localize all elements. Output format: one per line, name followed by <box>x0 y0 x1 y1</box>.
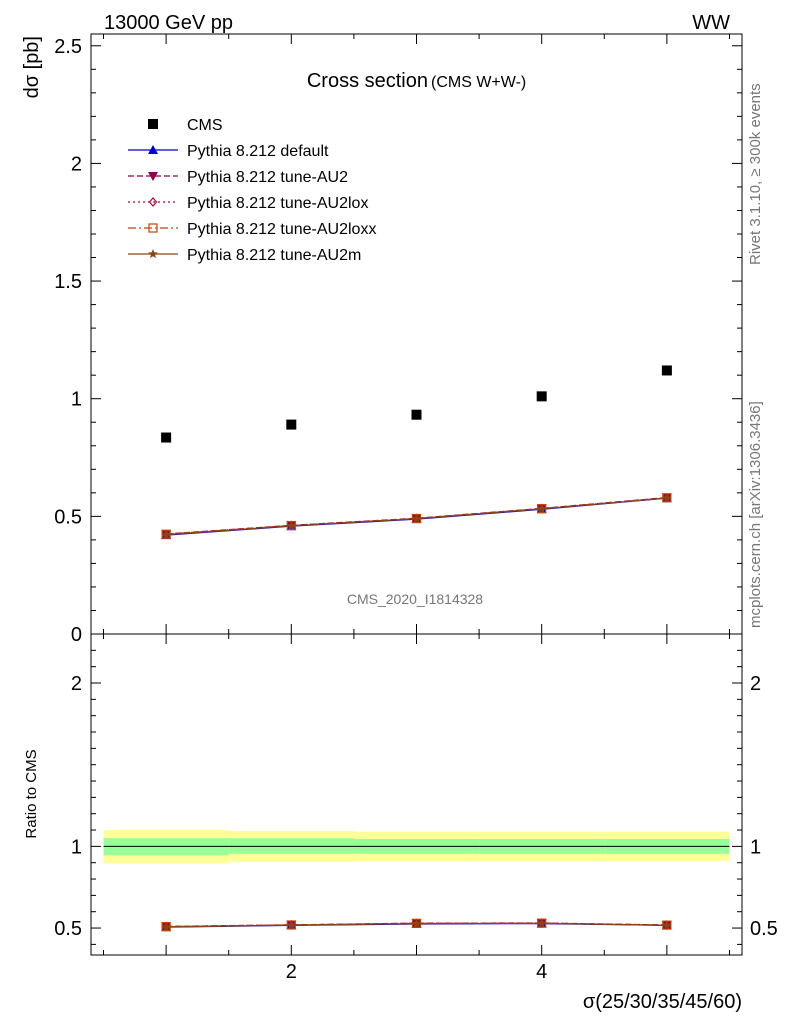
legend: CMS Pythia 8.212 default Pythia 8.212 tune… <box>128 117 376 264</box>
ratio-series-point <box>662 920 672 930</box>
header-left: 13000 GeV pp <box>104 12 233 34</box>
chart-subtitle: (CMS W+W-) <box>431 74 526 91</box>
y-tick-label: 2 <box>71 153 82 175</box>
mcplots-label: mcplots.cern.ch [arXiv:1306.3436] <box>747 401 764 628</box>
legend-label: Pythia 8.212 tune-AU2m <box>187 247 361 264</box>
legend-marker <box>148 145 158 154</box>
x-axis-label: σ(25/30/35/45/60) <box>583 991 742 1013</box>
legend-label: CMS <box>187 117 223 134</box>
y-tick-label: 2.5 <box>54 36 82 58</box>
y-tick-label: 0.5 <box>54 918 82 940</box>
legend-label: Pythia 8.212 tune-AU2loxx <box>187 221 376 238</box>
ratio-series-point <box>286 920 297 930</box>
data-point <box>536 391 547 402</box>
series-point <box>411 513 422 523</box>
y-tick-label-right: 1 <box>750 836 761 858</box>
chart-title: Cross section <box>307 70 428 92</box>
y-tick-label: 0.5 <box>54 506 82 528</box>
rivet-label: Rivet 3.1.10, ≥ 300k events <box>747 83 764 265</box>
header-right: WW <box>692 12 730 34</box>
data-point <box>286 419 297 430</box>
legend-label: Pythia 8.212 tune-AU2lox <box>187 195 368 212</box>
main-marks <box>161 365 672 540</box>
y-tick-label: 1.5 <box>54 271 82 293</box>
y-tick-label-right: 0.5 <box>750 918 778 940</box>
legend-marker <box>148 119 158 129</box>
legend-label: Pythia 8.212 default <box>187 143 329 160</box>
y-tick-label: 1 <box>71 389 82 411</box>
legend-marker <box>148 249 158 259</box>
legend-marker <box>148 197 158 207</box>
ratio-series-point <box>536 918 547 928</box>
y-tick-label-right: 2 <box>750 673 761 695</box>
y-tick-label: 0 <box>71 624 82 646</box>
y-tick-label: 2 <box>71 673 82 695</box>
legend-label: Pythia 8.212 tune-AU2 <box>187 169 348 186</box>
y-tick-label: 1 <box>71 836 82 858</box>
data-point <box>661 365 672 376</box>
series-point <box>536 503 547 513</box>
x-tick-label: 2 <box>286 961 297 983</box>
legend-marker <box>148 172 158 181</box>
data-point <box>411 409 422 420</box>
series-point <box>286 520 297 530</box>
watermark: CMS_2020_I1814328 <box>347 591 483 607</box>
y-axis-label: dσ [pb] <box>21 36 43 98</box>
series-point <box>662 493 672 503</box>
ratio-axes: 0.5 0.5 1 1 2 2 2 4 <box>54 633 778 983</box>
data-point <box>161 432 172 443</box>
x-tick-label: 4 <box>536 961 547 983</box>
ratio-series-point <box>161 921 171 931</box>
ratio-bands <box>103 830 730 864</box>
legend-marker <box>148 223 158 233</box>
series-point <box>161 529 171 539</box>
main-axes: 0 0.5 1 1.5 2 2.5 <box>54 33 743 646</box>
ratio-marks <box>161 918 672 932</box>
ratio-series-point <box>411 918 422 928</box>
axes-frame <box>90 633 743 956</box>
ratio-y-axis-label: Ratio to CMS <box>23 749 40 838</box>
